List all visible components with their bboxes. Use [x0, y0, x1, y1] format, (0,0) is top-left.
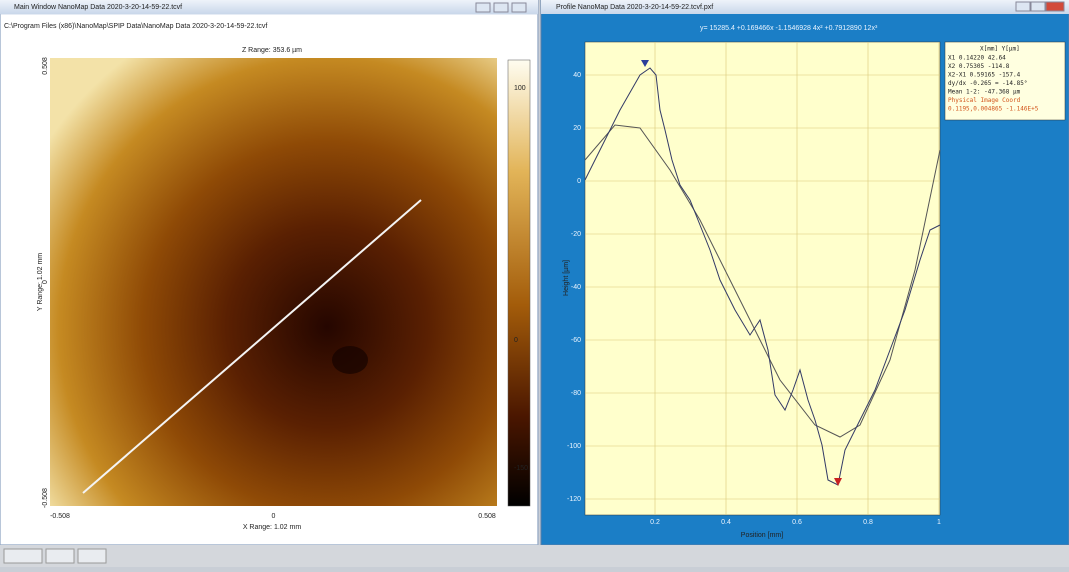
task-button[interactable]	[4, 549, 42, 563]
info-row: dy/dx -0.265 = -14.85°	[948, 80, 1027, 87]
minimize[interactable]	[476, 3, 490, 12]
y-tick-label: -60	[571, 337, 581, 344]
x-tick-label: 0.4	[721, 519, 731, 526]
colorbar-tick-label: -150	[514, 465, 528, 472]
task-button[interactable]	[78, 549, 106, 563]
y-tick-label: -0.508	[42, 488, 49, 508]
maximize[interactable]	[1031, 2, 1045, 11]
file-path: C:\Program Files (x86)\NanoMap\SPIP Data…	[4, 23, 267, 30]
y-tick-label: -80	[571, 390, 581, 397]
x-axis-label: Position [mm]	[741, 532, 783, 539]
y-tick-label: -40	[571, 284, 581, 291]
y-tick-label: -20	[571, 231, 581, 238]
colorbar-tick-label: 0	[514, 337, 518, 344]
y-tick-label: 20	[573, 125, 581, 132]
colorbar	[508, 60, 530, 506]
info-row: Mean 1-2: -47.368 µm	[948, 89, 1021, 96]
y-axis-label: Height [µm]	[563, 260, 570, 296]
colorbar-tick-label: 100	[514, 85, 526, 92]
x-tick-label: 0.2	[650, 519, 660, 526]
plot-area	[585, 42, 940, 515]
task-button[interactable]	[46, 549, 74, 563]
taskbar	[0, 545, 1069, 567]
z-range: Z Range: 353.6 µm	[242, 47, 302, 54]
y-tick-label: 0.508	[42, 57, 49, 75]
dark-spot	[332, 346, 368, 374]
info-row: X1 0.14220 42.64	[948, 55, 1006, 62]
info-row: X2 0.75305 -114.8	[948, 63, 1010, 70]
x-tick-label: 0	[272, 513, 276, 520]
info-row: X2-X1 0.59165 -157.4	[948, 72, 1021, 79]
y-tick-label: 0	[42, 280, 49, 284]
x-tick-label: 1	[937, 519, 941, 526]
page: {"left_window": {"title": "Main Window N…	[0, 0, 1069, 567]
maximize[interactable]	[494, 3, 508, 12]
x-tick-label: 0.8	[863, 519, 873, 526]
left-title: Main Window NanoMap Data 2020-3-20-14-59…	[14, 4, 182, 11]
close[interactable]	[512, 3, 526, 12]
y-tick-label: -120	[567, 496, 581, 503]
fit-equation: y= 15285.4 +0.169466x -1.1546928 4x² +0.…	[700, 25, 878, 32]
minimize[interactable]	[1016, 2, 1030, 11]
screen: Main Window NanoMap Data 2020-3-20-14-59…	[0, 0, 1069, 567]
info-header: X[mm] Y[µm]	[980, 46, 1020, 53]
right-title: Profile NanoMap Data 2020-3-20-14-59-22.…	[556, 4, 713, 11]
height-map	[50, 58, 497, 506]
x-tick-label: -0.508	[50, 513, 70, 520]
y-tick-label: 40	[573, 72, 581, 79]
info-extra: 0.1195,0.004865 -1.146E+5	[948, 106, 1039, 113]
info-extra: Physical Image Coord	[948, 97, 1021, 104]
y-tick-label: -100	[567, 443, 581, 450]
y-tick-label: 0	[577, 178, 581, 185]
close[interactable]	[1046, 2, 1064, 11]
x-tick-label: 0.508	[478, 513, 496, 520]
x-tick-label: 0.6	[792, 519, 802, 526]
x-axis-label: X Range: 1.02 mm	[243, 524, 302, 531]
